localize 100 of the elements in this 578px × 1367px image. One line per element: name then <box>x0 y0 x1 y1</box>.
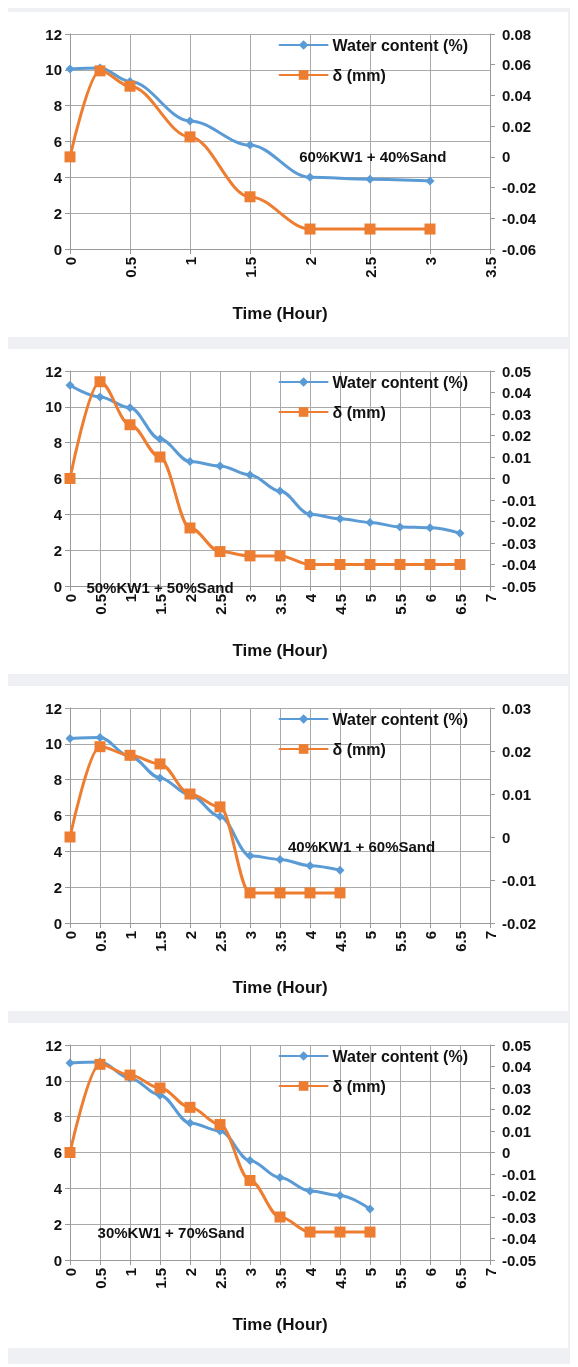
y-tick-label: 10 <box>45 398 62 416</box>
point <box>185 456 195 466</box>
legend-label: δ (mm) <box>332 740 386 758</box>
y2-tick-label: -0.01 <box>502 491 537 509</box>
point <box>124 80 136 92</box>
y2-tick-label: 0.08 <box>502 25 532 43</box>
x-tick-label: 1 <box>181 257 199 266</box>
x-tick-label: 7 <box>481 1268 499 1277</box>
x-tick-label: 6.5 <box>451 594 469 615</box>
x-tick-label: 2 <box>181 931 199 940</box>
x-tick-label: 1.5 <box>151 1268 169 1289</box>
y-tick-label: 6 <box>53 807 62 824</box>
y-tick-label: 8 <box>53 97 62 115</box>
point <box>364 559 376 570</box>
x-tick-label: 1 <box>121 594 139 603</box>
y2-tick-label: -0.05 <box>502 1251 537 1269</box>
legend-label: Water content (%) <box>332 373 468 391</box>
y2-tick-label: -0.02 <box>502 1187 537 1204</box>
point <box>424 559 436 570</box>
x-tick-label: 0 <box>61 257 79 266</box>
y2-tick-label: 0.03 <box>502 699 532 717</box>
y-tick-label: 2 <box>53 541 62 559</box>
y2-tick-label: 0 <box>502 148 511 166</box>
point <box>245 470 255 480</box>
y-tick-label: 10 <box>45 735 62 753</box>
x-tick-label: 2.5 <box>361 257 379 278</box>
annotation: 30%KW1 + 70%Sand <box>97 1223 245 1241</box>
x-tick-label: 5 <box>361 594 379 603</box>
x-tick-label: 5.5 <box>391 1268 409 1289</box>
x-tick-label: 7 <box>481 931 499 940</box>
x-tick-label: 3.5 <box>271 594 289 615</box>
y-tick-label: 2 <box>53 204 62 222</box>
point <box>335 1191 345 1200</box>
x-tick-label: 6.5 <box>451 1268 469 1289</box>
point <box>334 887 346 899</box>
point <box>245 851 255 861</box>
point <box>304 887 316 899</box>
x-tick-label: 0 <box>61 1268 79 1277</box>
point <box>365 174 375 184</box>
y-tick-label: 8 <box>53 434 62 452</box>
x-tick-label: 6 <box>421 931 439 940</box>
legend-label: Water content (%) <box>332 1047 468 1065</box>
point <box>424 223 436 235</box>
point <box>65 380 75 390</box>
point <box>454 559 466 570</box>
x-tick-label: 0 <box>61 931 79 940</box>
x-tick-label: 4 <box>301 593 319 603</box>
y2-tick-label: 0 <box>502 470 511 487</box>
x-axis-title: Time (Hour) <box>232 1315 328 1334</box>
point <box>215 461 225 471</box>
point <box>65 64 75 74</box>
point <box>184 131 196 143</box>
legend-label: Water content (%) <box>332 710 468 728</box>
x-tick-label: 3 <box>421 257 439 266</box>
point <box>334 1226 346 1238</box>
x-tick-label: 0.5 <box>91 594 109 615</box>
x-tick-label: 0.5 <box>91 1268 109 1289</box>
x-tick-label: 4 <box>301 1267 319 1277</box>
x-axis-title: Time (Hour) <box>232 304 328 323</box>
y2-tick-label: -0.04 <box>502 209 537 227</box>
y2-tick-label: -0.02 <box>502 179 537 197</box>
y2-tick-label: 0.01 <box>502 785 532 803</box>
x-tick-label: 1.5 <box>151 931 169 952</box>
y2-tick-label: -0.04 <box>502 1230 537 1247</box>
point <box>95 392 105 402</box>
y2-tick-label: 0.03 <box>502 405 532 423</box>
y-tick-label: 12 <box>45 25 62 43</box>
legend-label: Water content (%) <box>332 36 468 54</box>
point <box>304 1226 316 1238</box>
y2-tick-label: -0.05 <box>502 577 537 595</box>
point <box>214 1119 226 1131</box>
point <box>275 1173 285 1183</box>
point <box>305 172 315 182</box>
point <box>304 559 316 570</box>
point <box>395 522 405 532</box>
legend-label: δ (mm) <box>332 403 386 421</box>
point <box>124 419 136 431</box>
y2-tick-label: 0.01 <box>502 448 532 466</box>
point <box>244 1174 256 1186</box>
legend-label: δ (mm) <box>332 1077 386 1095</box>
x-tick-label: 5.5 <box>391 931 409 952</box>
x-tick-label: 2.5 <box>211 931 229 952</box>
y-tick-label: 8 <box>53 1108 62 1126</box>
point <box>425 176 435 186</box>
y2-tick-label: 0.03 <box>502 1079 532 1097</box>
point <box>274 1211 286 1223</box>
x-tick-label: 5.5 <box>391 594 409 615</box>
y-tick-label: 2 <box>53 878 62 896</box>
y2-tick-label: 0.02 <box>502 1101 532 1118</box>
point <box>185 1118 195 1128</box>
x-tick-label: 3.5 <box>481 257 499 278</box>
y-tick-label: 4 <box>53 1179 63 1197</box>
point <box>394 559 406 570</box>
x-tick-label: 3 <box>241 1268 259 1277</box>
point <box>125 403 135 413</box>
y2-tick-label: 0.04 <box>502 1058 532 1075</box>
y-tick-label: 6 <box>53 1144 62 1161</box>
point <box>304 223 316 235</box>
y2-tick-label: 0.02 <box>502 427 532 444</box>
x-tick-label: 2 <box>181 1268 199 1277</box>
